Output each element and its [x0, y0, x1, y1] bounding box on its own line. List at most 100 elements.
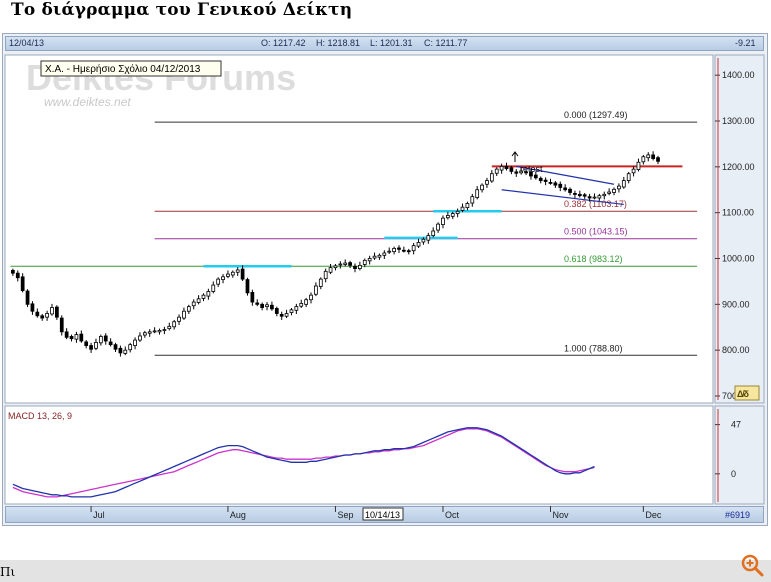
page-title: Το διάγραμμα του Γενικού Δείκτη	[11, 0, 353, 20]
candle	[98, 334, 103, 346]
candle	[118, 345, 123, 357]
candle	[445, 211, 450, 220]
candle-body	[309, 294, 313, 301]
x-tick-label: Nov	[552, 510, 569, 520]
y-tick-label: 700	[722, 391, 737, 401]
candle	[392, 246, 396, 255]
candle	[147, 329, 152, 337]
header-close: C: 1211.77	[424, 38, 468, 48]
candle	[489, 170, 494, 183]
candle-body	[162, 329, 167, 331]
price-chart[interactable]: Deiktes Forums www.deiktes.net Χ.Α. - Ημ…	[0, 0, 771, 530]
candle-body	[573, 193, 577, 195]
x-tick-label: Oct	[445, 510, 460, 520]
macd-signal-line	[12, 428, 595, 498]
candle-body	[45, 313, 49, 318]
y-tick-label: 800.00	[722, 345, 750, 355]
candle-body	[216, 278, 221, 285]
candle-body	[353, 265, 357, 269]
candle-body	[465, 203, 470, 209]
candle-body	[304, 299, 308, 305]
candle-body	[592, 196, 597, 199]
candle-body	[387, 250, 392, 253]
candle	[318, 277, 323, 290]
header-date: 12/04/13	[9, 38, 45, 48]
candle-body	[69, 336, 74, 340]
candle	[255, 299, 260, 307]
candle-body	[441, 217, 445, 225]
candle	[480, 183, 484, 193]
candle	[94, 338, 98, 351]
candle-body	[89, 345, 93, 350]
candle-body	[323, 270, 328, 280]
candle-body	[533, 174, 538, 179]
candle	[103, 333, 108, 345]
candle-body	[397, 247, 401, 250]
candle-body	[514, 171, 519, 174]
delta-icon[interactable]: Δ̸δ	[734, 385, 760, 401]
candle-body	[377, 254, 382, 258]
candle	[382, 250, 387, 259]
candle	[455, 208, 460, 218]
candle	[265, 302, 269, 311]
candle-body	[480, 184, 484, 191]
candle-body	[211, 284, 216, 292]
candle-body	[587, 196, 592, 199]
candle-body	[74, 334, 79, 340]
candle	[64, 328, 69, 340]
macd-panel	[4, 405, 714, 505]
candle	[45, 310, 49, 321]
candle	[294, 303, 299, 314]
candle-body	[240, 268, 245, 280]
fib-level-label: 0.500 (1043.15)	[564, 227, 628, 237]
candle	[59, 315, 64, 336]
candle-body	[358, 264, 362, 269]
channel-upper-line	[516, 165, 615, 185]
candle-body	[597, 195, 602, 199]
candle-body	[626, 173, 631, 181]
candle-body	[426, 235, 431, 241]
candle-body	[333, 265, 338, 269]
candle	[69, 334, 74, 342]
candle-body	[206, 291, 211, 297]
candle-body	[289, 309, 294, 313]
candle-body	[411, 245, 416, 252]
candle-body	[79, 333, 84, 342]
candle	[314, 282, 318, 297]
candle	[172, 319, 177, 330]
fib-level-label: 0.382 (1103.17)	[564, 199, 627, 209]
candle	[260, 302, 265, 311]
candle-body	[621, 180, 626, 188]
candle	[74, 331, 79, 343]
candle-body	[245, 279, 250, 294]
macd-line	[12, 427, 595, 498]
candle-body	[318, 278, 323, 287]
candle-body	[367, 258, 372, 262]
candle	[450, 211, 455, 220]
candle-body	[255, 302, 260, 305]
candle-body	[402, 249, 406, 252]
candle	[631, 166, 636, 177]
candle-body	[538, 177, 543, 181]
zoom-in-icon[interactable]	[740, 553, 766, 579]
candle	[494, 167, 499, 176]
footer-id: #6919	[725, 510, 750, 520]
candle-body	[607, 191, 612, 194]
candle	[221, 274, 225, 284]
candle-body	[186, 306, 191, 312]
candle	[157, 328, 162, 335]
candle	[543, 177, 548, 186]
candle	[196, 295, 201, 305]
candle	[553, 181, 558, 188]
candle-body	[631, 168, 636, 174]
candle-body	[103, 335, 108, 342]
candle	[636, 158, 641, 172]
candle-body	[221, 276, 225, 280]
candle	[441, 215, 445, 229]
candle	[123, 346, 128, 356]
candle-body	[392, 248, 396, 253]
candle-body	[406, 250, 411, 253]
y-tick-label: 1400.00	[722, 70, 755, 80]
candle	[573, 190, 577, 198]
candle-body	[177, 316, 181, 322]
